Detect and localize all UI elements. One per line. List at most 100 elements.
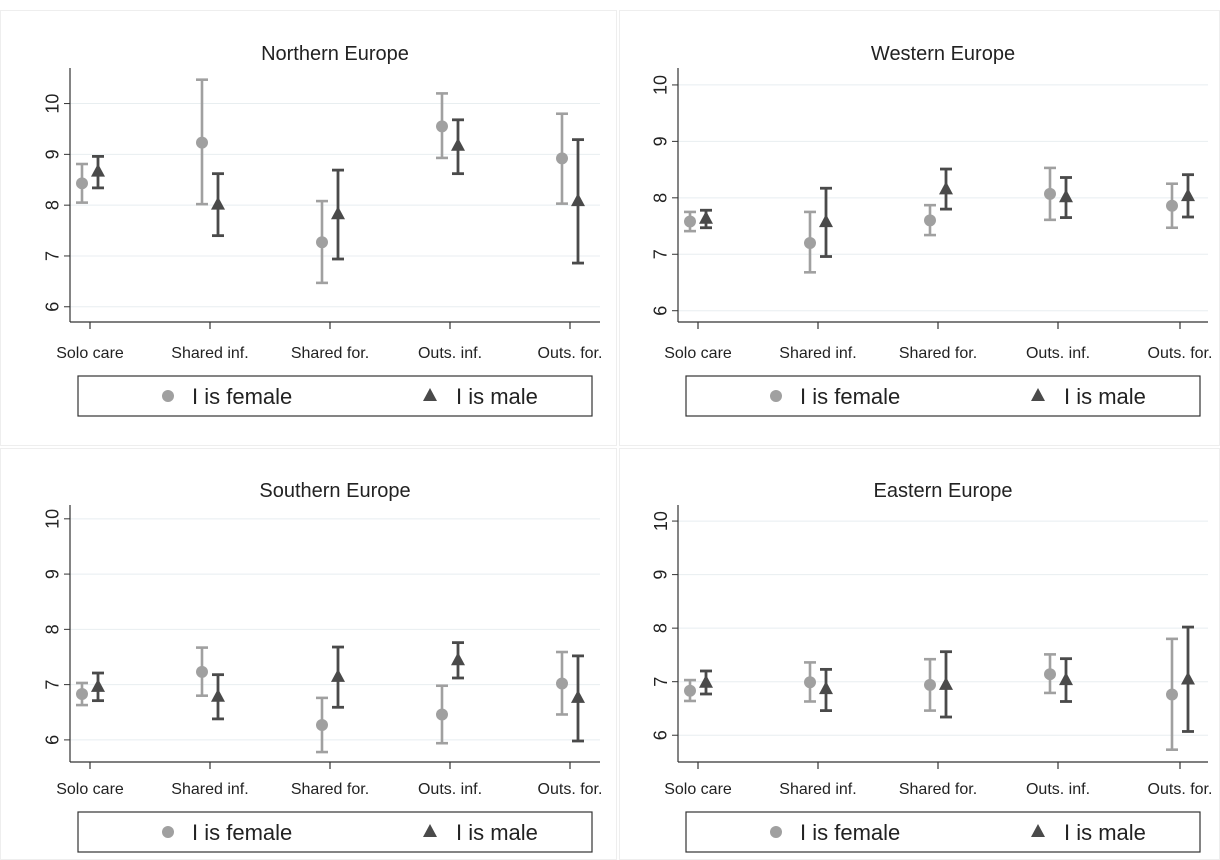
female-point xyxy=(1166,688,1178,701)
female-point xyxy=(196,136,208,149)
female-point xyxy=(924,214,936,227)
female-point xyxy=(316,236,328,249)
y-tick-label: 6 xyxy=(651,306,671,316)
female-point xyxy=(804,236,816,249)
male-point xyxy=(1181,671,1195,685)
male-point xyxy=(571,193,585,207)
y-tick-label: 8 xyxy=(651,623,671,633)
chart-panel: Western Europe 6 7 8 9 10 Solo care Shared inf.… xyxy=(619,10,1220,446)
chart-title: Western Europe xyxy=(871,43,1015,65)
chart-title: Northern Europe xyxy=(261,43,409,65)
legend-female-label: I is female xyxy=(800,384,900,409)
legend-female-label: I is female xyxy=(192,820,292,845)
chart-panel: Eastern Europe 6 7 8 9 10 Solo care Shared inf.… xyxy=(619,448,1220,860)
y-tick-label: 6 xyxy=(651,730,671,740)
y-tick-label: 8 xyxy=(43,200,63,210)
female-point xyxy=(76,177,88,190)
male-point xyxy=(699,674,713,688)
y-tick-label: 10 xyxy=(651,75,671,95)
chart-title: Eastern Europe xyxy=(874,480,1013,502)
y-tick-label: 10 xyxy=(43,509,63,529)
x-tick-label: Solo care xyxy=(56,345,124,362)
female-point xyxy=(1044,187,1056,200)
legend-female-marker xyxy=(162,826,174,838)
legend-female-marker xyxy=(770,390,782,402)
panel-frame xyxy=(0,448,617,860)
legend-male-label: I is male xyxy=(1064,384,1146,409)
y-tick-label: 9 xyxy=(43,149,63,159)
chart-panel: Northern Europe 6 7 8 9 10 Solo care Shared inf… xyxy=(0,10,617,446)
male-point xyxy=(331,206,345,220)
female-point xyxy=(1166,199,1178,212)
female-point xyxy=(556,152,568,165)
legend-female-marker xyxy=(770,826,782,838)
female-point xyxy=(556,677,568,690)
legend-male-label: I is male xyxy=(456,820,538,845)
male-point xyxy=(91,678,105,692)
legend-male-label: I is male xyxy=(1064,820,1146,845)
x-tick-label: Shared inf. xyxy=(171,781,248,798)
legend-female-marker xyxy=(162,390,174,402)
y-tick-label: 8 xyxy=(43,624,63,634)
male-point xyxy=(1181,188,1195,202)
x-tick-label: Shared for. xyxy=(899,345,977,362)
male-point xyxy=(211,688,225,702)
x-tick-label: Outs. inf. xyxy=(1026,781,1090,798)
male-point xyxy=(451,137,465,151)
legend-male-marker xyxy=(1031,824,1045,837)
female-point xyxy=(1044,668,1056,681)
x-tick-label: Shared for. xyxy=(899,781,977,798)
male-point xyxy=(1059,672,1073,686)
y-tick-label: 7 xyxy=(43,680,63,690)
panel-frame xyxy=(0,10,617,446)
panel-frame xyxy=(619,10,1220,446)
y-tick-label: 7 xyxy=(651,677,671,687)
male-point xyxy=(211,196,225,210)
female-point xyxy=(76,688,88,701)
x-tick-label: Shared for. xyxy=(291,345,369,362)
y-tick-label: 7 xyxy=(43,251,63,261)
male-point xyxy=(939,676,953,690)
y-tick-label: 9 xyxy=(43,569,63,579)
chart-title: Southern Europe xyxy=(259,480,410,502)
x-tick-label: Outs. inf. xyxy=(418,345,482,362)
legend-male-marker xyxy=(1031,388,1045,401)
female-point xyxy=(924,678,936,691)
male-point xyxy=(939,181,953,195)
x-tick-label: Outs. inf. xyxy=(418,781,482,798)
legend-male-marker xyxy=(423,824,437,837)
female-point xyxy=(684,684,696,697)
y-tick-label: 7 xyxy=(651,249,671,259)
legend-male-marker xyxy=(423,388,437,401)
panel-frame xyxy=(619,448,1220,860)
x-tick-label: Solo care xyxy=(664,345,732,362)
female-point xyxy=(436,120,448,133)
male-point xyxy=(819,214,833,228)
x-tick-label: Outs. for. xyxy=(1148,345,1213,362)
y-tick-label: 6 xyxy=(43,735,63,745)
female-point xyxy=(804,676,816,689)
x-tick-label: Solo care xyxy=(56,781,124,798)
male-point xyxy=(571,689,585,703)
x-tick-label: Outs. for. xyxy=(1148,781,1213,798)
male-point xyxy=(91,163,105,177)
legend-male-label: I is male xyxy=(456,384,538,409)
male-point xyxy=(331,668,345,682)
y-tick-label: 9 xyxy=(651,136,671,146)
y-tick-label: 9 xyxy=(651,570,671,580)
x-tick-label: Solo care xyxy=(664,781,732,798)
y-tick-label: 10 xyxy=(43,94,63,114)
female-point xyxy=(316,718,328,731)
x-tick-label: Shared inf. xyxy=(171,345,248,362)
male-point xyxy=(819,681,833,695)
y-tick-label: 8 xyxy=(651,193,671,203)
x-tick-label: Shared inf. xyxy=(779,781,856,798)
female-point xyxy=(684,215,696,228)
legend-female-label: I is female xyxy=(192,384,292,409)
y-tick-label: 10 xyxy=(651,511,671,531)
female-point xyxy=(436,708,448,721)
x-tick-label: Shared for. xyxy=(291,781,369,798)
x-tick-label: Shared inf. xyxy=(779,345,856,362)
y-tick-label: 6 xyxy=(43,302,63,312)
